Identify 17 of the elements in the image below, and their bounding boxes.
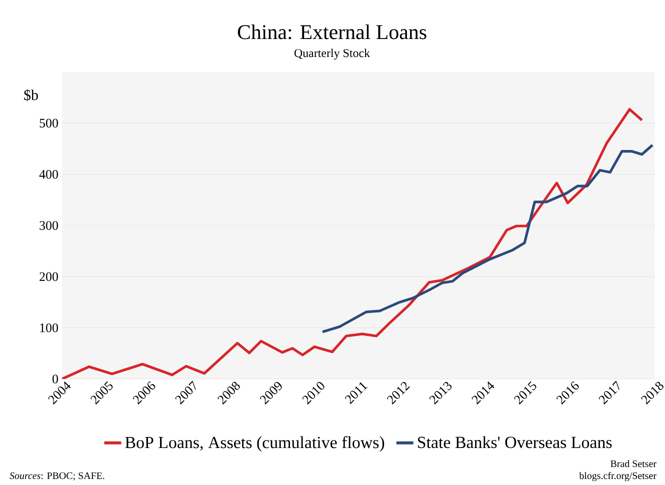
y-tick-label: 400	[39, 170, 58, 179]
text: Sources: PBOC; SAFE.	[10, 472, 104, 481]
y-tick-label: 300	[40, 221, 58, 230]
y-tick-label: 500	[40, 118, 58, 128]
y-axis-title: $b	[24, 89, 38, 102]
y-tick-label: 200	[40, 272, 58, 282]
chart-title: China: External Loans	[238, 24, 426, 40]
y-tick-label: 0	[52, 374, 58, 384]
chart-subtitle: Quarterly Stock	[294, 48, 370, 60]
text: blogs.cfr.org/Setser	[579, 472, 656, 482]
legend-label: BoP Loans, Assets (cumulative flows)	[125, 436, 384, 452]
line-series	[62, 108, 644, 379]
legend-label: State Banks' Overseas Loans	[418, 436, 612, 448]
text: Brad Setser	[610, 460, 656, 468]
y-tick-label: 100	[40, 323, 58, 332]
line-series	[321, 144, 654, 334]
x-tick-label: 2011	[344, 382, 368, 404]
